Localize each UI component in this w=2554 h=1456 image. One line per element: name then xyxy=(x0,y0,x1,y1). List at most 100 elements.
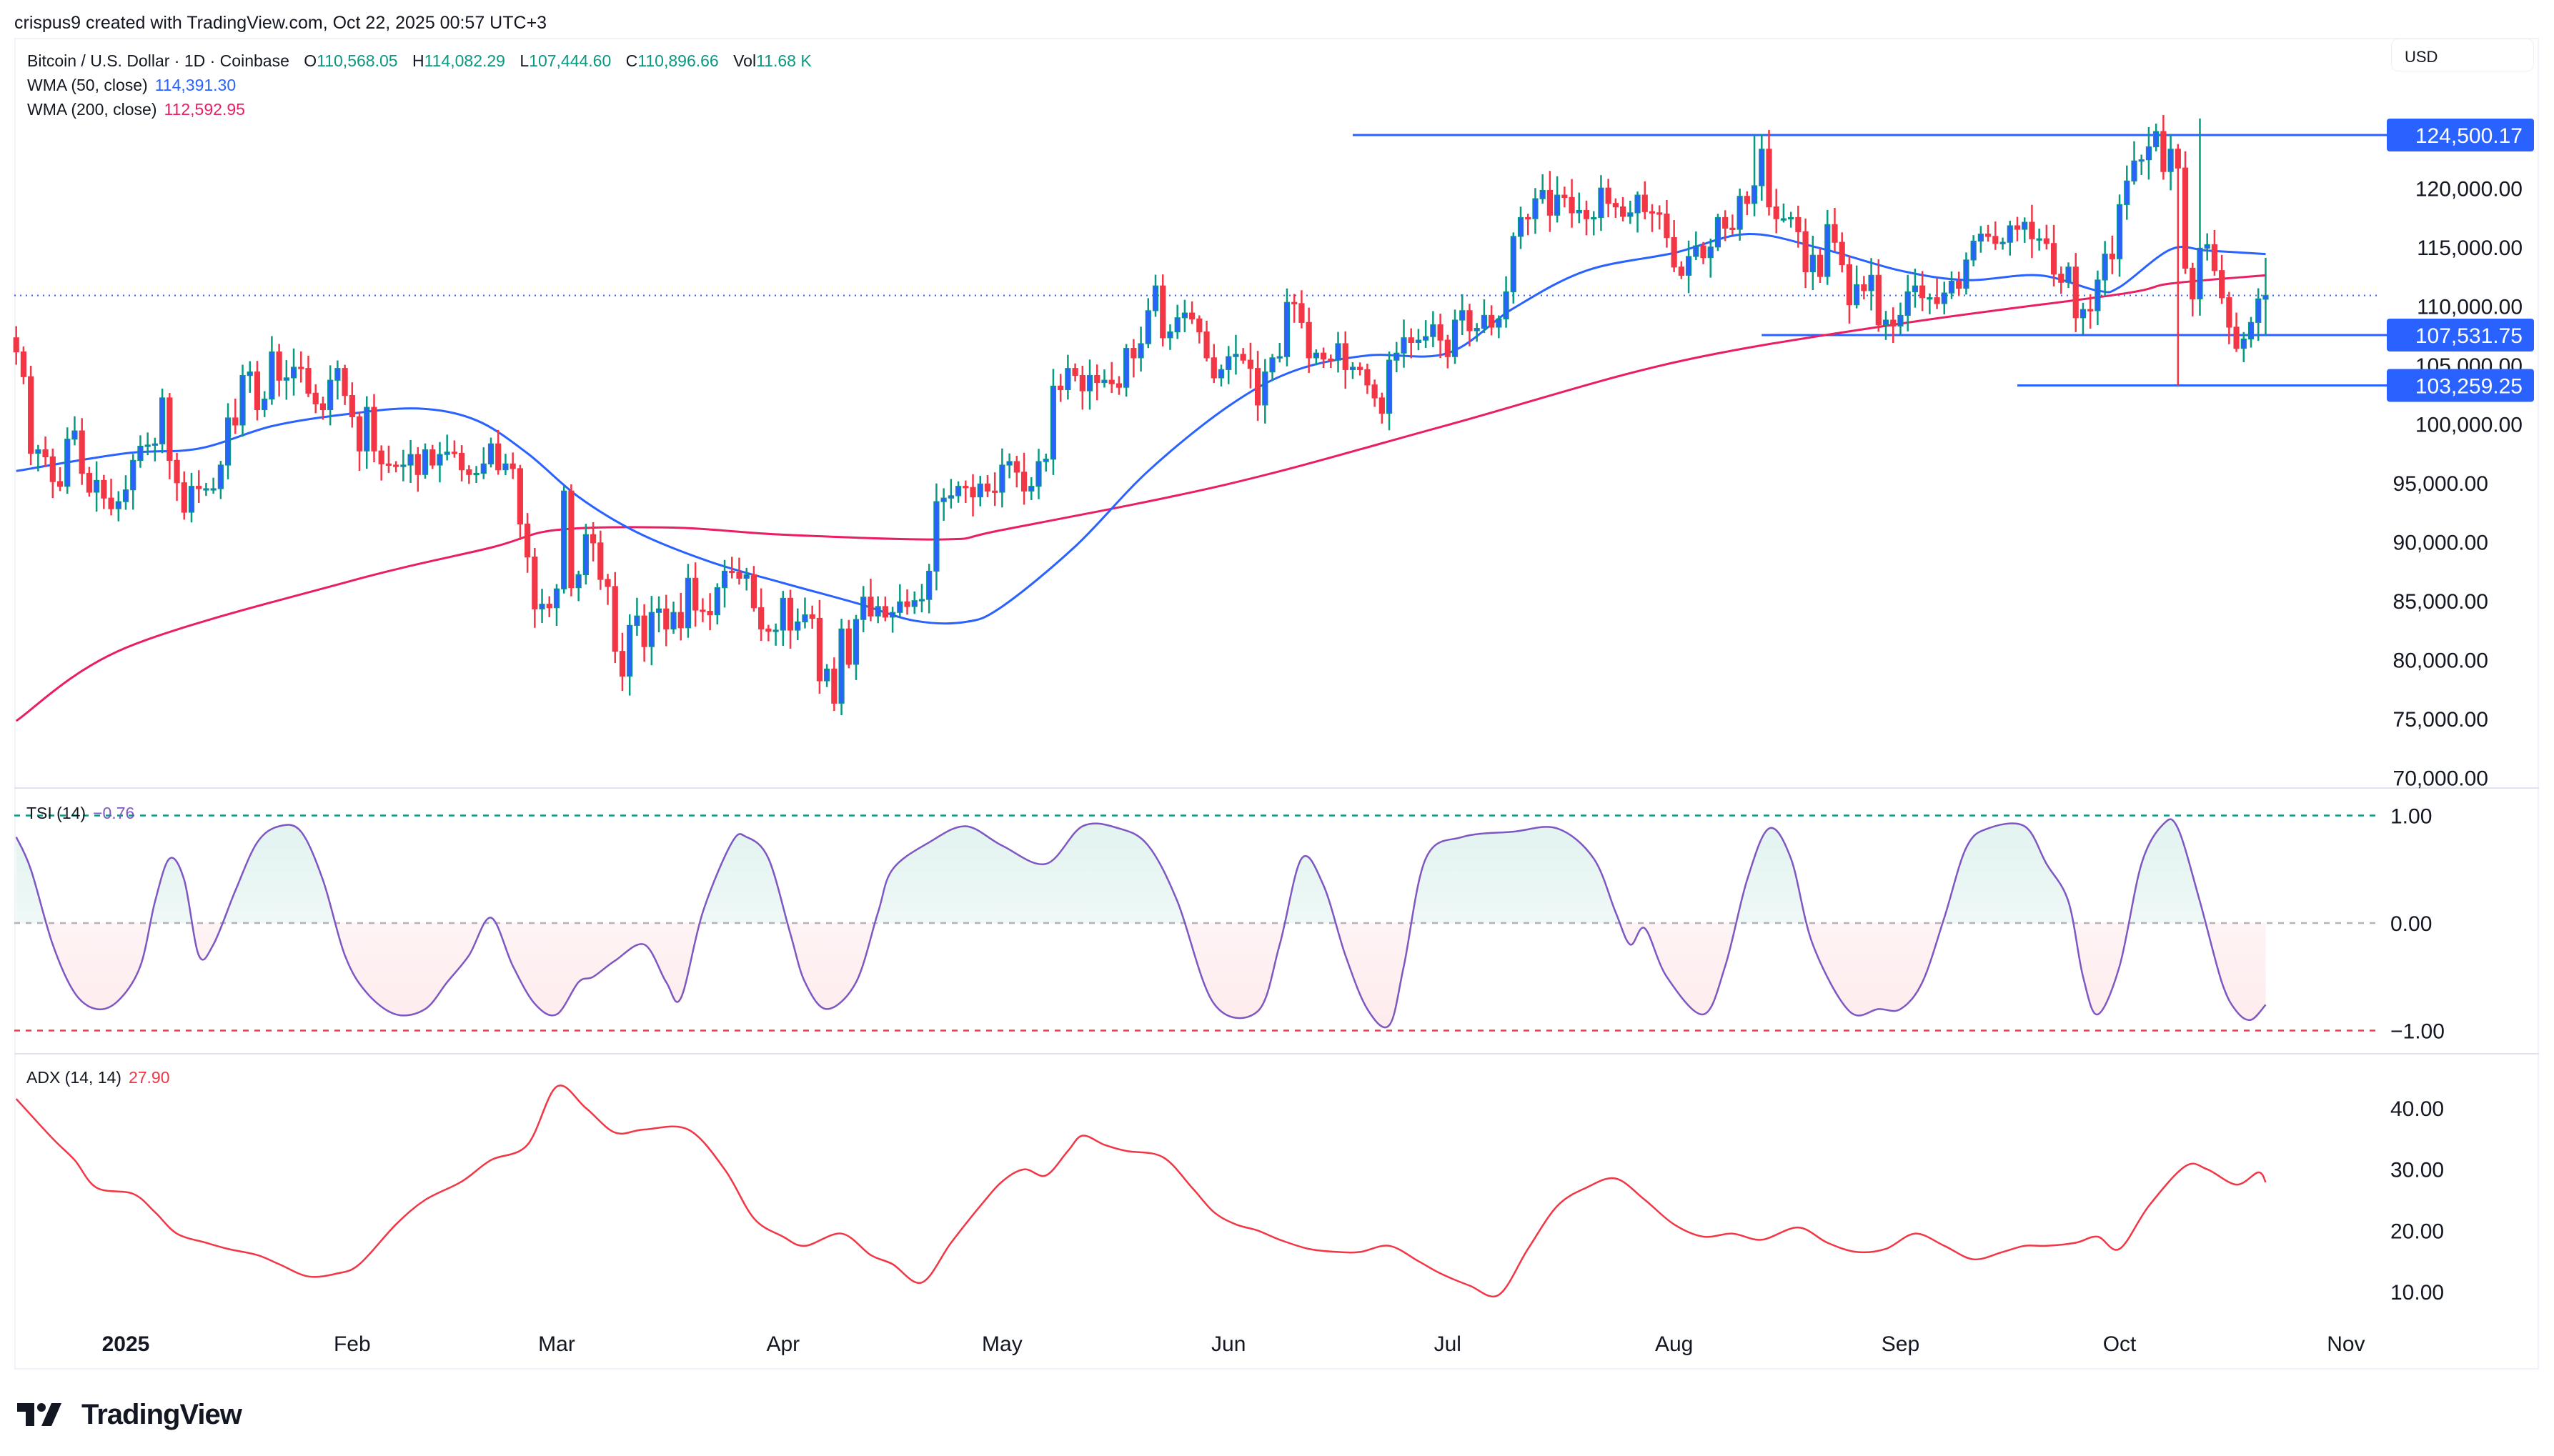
candle[interactable] xyxy=(1349,362,1356,379)
candle[interactable] xyxy=(729,557,735,579)
candle[interactable] xyxy=(700,598,706,622)
candle[interactable] xyxy=(356,412,363,472)
candle[interactable] xyxy=(918,584,925,613)
candle[interactable] xyxy=(2095,270,2101,326)
legend-wma50-row[interactable]: WMA (50, close) 114,391.30 xyxy=(27,73,812,97)
candle[interactable] xyxy=(955,481,962,503)
candle[interactable] xyxy=(495,429,502,475)
candle[interactable] xyxy=(685,564,692,638)
candle[interactable] xyxy=(1167,324,1173,350)
candle[interactable] xyxy=(1539,174,1546,204)
candle[interactable] xyxy=(970,474,976,517)
candle[interactable] xyxy=(1977,226,1984,253)
candle[interactable] xyxy=(875,596,881,624)
candle[interactable] xyxy=(553,584,560,626)
candle[interactable] xyxy=(1641,181,1648,219)
candle[interactable] xyxy=(1283,288,1291,367)
candle[interactable] xyxy=(1927,293,1933,314)
candle[interactable] xyxy=(1861,276,1867,300)
candle[interactable] xyxy=(1254,351,1261,422)
candle[interactable] xyxy=(655,596,662,633)
candle[interactable] xyxy=(977,476,983,507)
candle[interactable] xyxy=(605,574,611,605)
candle[interactable] xyxy=(743,567,750,591)
candle[interactable] xyxy=(984,475,991,497)
price-tag[interactable]: 107,531.75 xyxy=(2387,318,2534,351)
candle[interactable] xyxy=(590,522,597,562)
candle[interactable] xyxy=(2029,204,2035,259)
candle[interactable] xyxy=(758,588,765,642)
candle[interactable] xyxy=(1101,369,1108,388)
candle[interactable] xyxy=(772,623,779,646)
candle[interactable] xyxy=(1437,314,1444,359)
candle[interactable] xyxy=(1474,323,1480,342)
candle[interactable] xyxy=(71,416,78,446)
candle[interactable] xyxy=(2153,123,2160,151)
tradingview-logo[interactable]: TradingView xyxy=(17,1399,242,1430)
candle[interactable] xyxy=(1481,299,1488,334)
candle[interactable] xyxy=(1744,191,1750,216)
candle[interactable] xyxy=(1627,200,1634,224)
candle[interactable] xyxy=(539,589,545,624)
candle[interactable] xyxy=(2124,165,2130,220)
candle[interactable] xyxy=(2058,266,2064,294)
candle[interactable] xyxy=(795,608,801,641)
candle[interactable] xyxy=(1094,364,1100,401)
candle[interactable] xyxy=(42,436,49,467)
candle[interactable] xyxy=(612,572,618,664)
candle[interactable] xyxy=(765,624,772,642)
candle[interactable] xyxy=(1854,265,1860,309)
candle[interactable] xyxy=(1028,477,1035,501)
candle[interactable] xyxy=(2190,262,2196,316)
candle[interactable] xyxy=(203,482,209,497)
candle[interactable] xyxy=(385,445,392,474)
candle[interactable] xyxy=(663,594,670,647)
candle[interactable] xyxy=(1678,261,1684,279)
candle[interactable] xyxy=(239,364,246,437)
candle[interactable] xyxy=(342,364,348,405)
candle[interactable] xyxy=(1722,210,1729,241)
candle[interactable] xyxy=(1006,453,1013,479)
candle[interactable] xyxy=(101,474,107,509)
candle[interactable] xyxy=(466,465,472,484)
candle[interactable] xyxy=(1569,179,1575,228)
candle[interactable] xyxy=(1408,328,1414,359)
candle[interactable] xyxy=(480,447,487,479)
price-tag[interactable]: 103,259.25 xyxy=(2387,369,2534,402)
candle[interactable] xyxy=(429,444,436,469)
candle[interactable] xyxy=(144,432,151,456)
candle[interactable] xyxy=(2131,141,2137,185)
candle[interactable] xyxy=(1291,294,1298,323)
candle[interactable] xyxy=(561,486,567,594)
candle[interactable] xyxy=(64,427,71,494)
candle[interactable] xyxy=(269,336,275,405)
candle[interactable] xyxy=(648,596,655,666)
candle[interactable] xyxy=(1904,274,1911,331)
candle[interactable] xyxy=(2233,312,2240,352)
candle[interactable] xyxy=(780,591,786,647)
candle[interactable] xyxy=(1342,331,1348,389)
candle[interactable] xyxy=(1934,277,1940,309)
candle[interactable] xyxy=(1919,271,1926,311)
candle[interactable] xyxy=(1882,311,1889,340)
candle[interactable] xyxy=(444,434,450,461)
candle[interactable] xyxy=(1714,214,1721,251)
candle[interactable] xyxy=(1269,354,1276,381)
candle[interactable] xyxy=(1035,449,1042,499)
candle[interactable] xyxy=(1423,320,1429,348)
candle[interactable] xyxy=(1145,298,1151,349)
candle[interactable] xyxy=(459,445,465,482)
candle[interactable] xyxy=(1131,339,1137,378)
candle[interactable] xyxy=(1751,135,1758,216)
candle[interactable] xyxy=(677,592,684,641)
candle[interactable] xyxy=(787,589,794,649)
candle[interactable] xyxy=(736,557,742,585)
candle[interactable] xyxy=(948,479,954,509)
candle[interactable] xyxy=(524,513,531,573)
candle[interactable] xyxy=(1386,351,1393,431)
candle[interactable] xyxy=(1123,344,1130,397)
candle[interactable] xyxy=(1364,364,1371,394)
candle[interactable] xyxy=(568,484,575,597)
candle[interactable] xyxy=(254,361,261,421)
candle[interactable] xyxy=(20,346,27,384)
